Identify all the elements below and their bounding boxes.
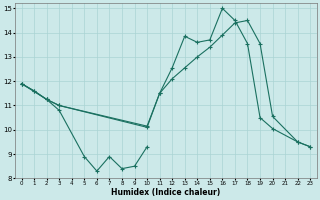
X-axis label: Humidex (Indice chaleur): Humidex (Indice chaleur) xyxy=(111,188,220,197)
